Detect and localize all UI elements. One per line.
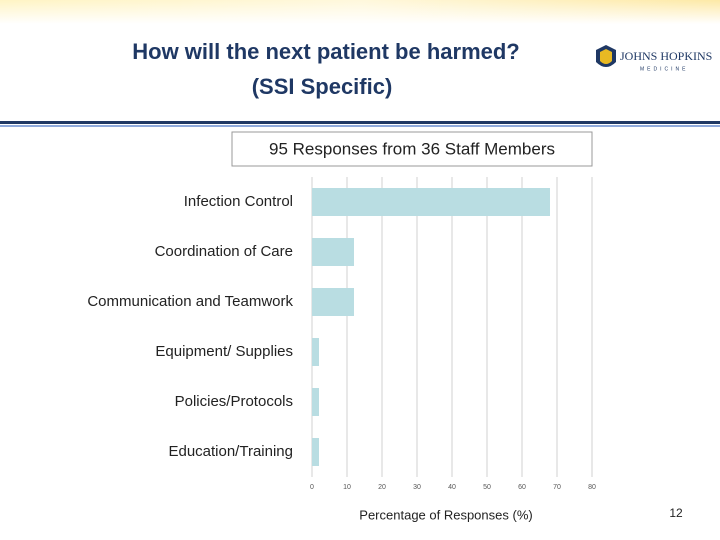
x-tick-label: 10 <box>343 484 351 491</box>
top-band-fade <box>0 0 720 24</box>
x-axis-label: Percentage of Responses (%) <box>359 507 532 522</box>
bar <box>312 338 319 366</box>
bar <box>312 238 354 266</box>
y-tick-label: Policies/Protocols <box>175 393 293 410</box>
logo: JOHNS HOPKINS MEDICINE <box>596 45 712 72</box>
bar <box>312 438 319 466</box>
chart-subtitle: 95 Responses from 36 Staff Members <box>269 139 555 158</box>
logo-shield-inner <box>600 49 612 64</box>
divider <box>0 121 720 124</box>
x-tick-label: 50 <box>483 484 491 491</box>
y-tick-label: Communication and Teamwork <box>87 293 293 310</box>
divider-light <box>0 125 720 127</box>
y-tick-label: Infection Control <box>184 193 293 210</box>
bar <box>312 188 550 216</box>
x-tick-label: 30 <box>413 484 421 491</box>
logo-sub: MEDICINE <box>640 66 688 72</box>
slide-title: (SSI Specific) <box>252 74 393 99</box>
y-tick-label: Coordination of Care <box>155 243 293 260</box>
slide-title: How will the next patient be harmed? <box>132 39 520 64</box>
logo-name: JOHNS HOPKINS <box>620 49 712 63</box>
x-tick-label: 0 <box>310 484 314 491</box>
subtitle-box <box>231 131 593 167</box>
bar <box>312 388 319 416</box>
x-tick-label: 60 <box>518 484 526 491</box>
x-tick-label: 20 <box>378 484 386 491</box>
bar <box>312 288 354 316</box>
page-number: 12 <box>669 506 683 520</box>
x-tick-label: 80 <box>588 484 596 491</box>
x-tick-label: 70 <box>553 484 561 491</box>
y-tick-label: Equipment/ Supplies <box>155 343 293 360</box>
y-tick-label: Education/Training <box>168 443 293 460</box>
x-tick-label: 40 <box>448 484 456 491</box>
